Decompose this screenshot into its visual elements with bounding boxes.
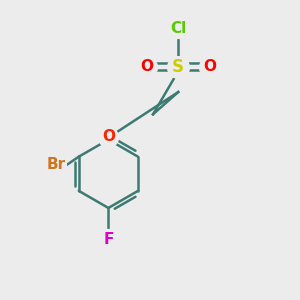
- Text: O: O: [203, 59, 216, 74]
- Text: O: O: [140, 59, 154, 74]
- Text: S: S: [172, 58, 184, 76]
- Text: Br: Br: [47, 158, 66, 172]
- Text: Cl: Cl: [170, 21, 186, 36]
- Text: F: F: [103, 232, 114, 247]
- Text: O: O: [102, 129, 115, 144]
